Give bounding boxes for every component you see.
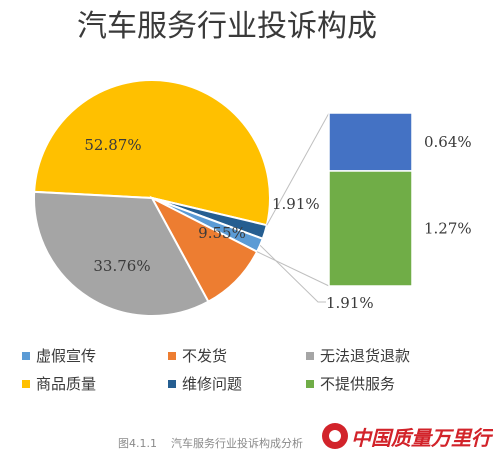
data-label-slice-1: 1.91% <box>272 195 320 213</box>
legend-swatch-3 <box>22 380 30 388</box>
sub-bar-segment-0 <box>328 112 413 172</box>
data-label-slice-3: 9.55% <box>198 224 246 242</box>
watermark: 中国质量万里行 <box>322 420 491 452</box>
legend-label-4: 维修问题 <box>182 375 242 393</box>
legend-label-0: 虚假宣传 <box>36 347 96 365</box>
pie-slice-0 <box>33 79 271 227</box>
legend-swatch-0 <box>22 352 30 360</box>
data-label-slice-4: 33.76% <box>93 257 150 275</box>
figure-caption: 图4.1.1 汽车服务行业投诉构成分析 <box>118 435 317 451</box>
sub-bar <box>328 112 413 287</box>
data-labels: 52.87% 9.55% 33.76% 1.91% 1.91% 0.64% 1.27% <box>84 133 471 312</box>
sub-bar-segment-1 <box>328 170 413 287</box>
connector-line-top <box>266 112 330 226</box>
legend-label-5: 不提供服务 <box>320 375 395 393</box>
data-label-slice-2: 1.91% <box>326 294 374 312</box>
leader-line <box>259 244 326 303</box>
legend-swatch-2 <box>306 352 314 360</box>
legend-swatch-5 <box>306 380 314 388</box>
legend-label-1: 不发货 <box>182 347 227 365</box>
watermark-logo-icon <box>322 423 348 449</box>
data-label-sub-bar-0: 0.64% <box>424 133 472 151</box>
watermark-text: 中国质量万里行 <box>351 425 491 450</box>
pie <box>33 79 271 317</box>
connector-lines <box>256 112 330 303</box>
legend-swatch-1 <box>168 352 176 360</box>
pie-slice-4 <box>33 190 210 317</box>
figure-number: 图4.1.1 <box>118 437 157 450</box>
connector-line-bottom <box>256 251 330 287</box>
data-label-slice-0: 52.87% <box>84 136 141 154</box>
legend-label-2: 无法退货退款 <box>320 347 410 365</box>
legend-label-3: 商品质量 <box>36 375 96 393</box>
chart-title: 汽车服务行业投诉构成 <box>77 9 377 44</box>
legend-swatch-4 <box>168 380 176 388</box>
data-label-sub-bar-1: 1.27% <box>424 219 472 237</box>
figure-caption-text: 汽车服务行业投诉构成分析 <box>171 437 303 450</box>
